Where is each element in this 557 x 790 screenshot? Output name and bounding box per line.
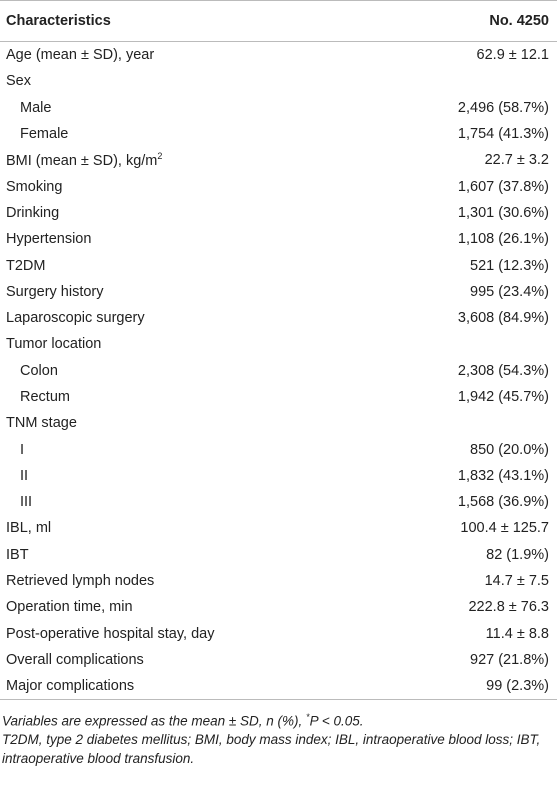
table: Characteristics No. 4250 Age (mean ± SD)… [0,0,557,701]
header-cell: No. 4250 [377,0,557,42]
table-row: Tumor location [0,331,557,357]
label-cell: Smoking [6,178,63,195]
label-cell: Retrieved lymph nodes [6,573,155,590]
footnote-text: T2DM, type 2 diabetes mellitus; BMI, bod… [2,732,541,766]
value-cell: 927 (21.8%) [470,651,549,668]
label-cell: IBT [6,546,29,563]
table-row: Laparoscopic surgery 3,608 (84.9%) [0,305,557,331]
table-row: IBT 82 (1.9%) [0,542,557,568]
table-row: Smoking 1,607 (37.8%) [0,173,557,199]
table-row: Colon 2,308 (54.3%) [0,358,557,384]
value-cell: 850 (20.0%) [470,441,549,458]
footnotes: Variables are expressed as the mean ± SD… [0,700,557,768]
value-cell [377,331,557,357]
value-cell: 995 (23.4%) [470,283,549,300]
table-row: Post-operative hospital stay, day 11.4 ± … [0,621,557,647]
label-cell: Operation time, min [6,599,133,616]
label-cell: Colon [20,362,58,379]
table-row: Male 2,496 (58.7%) [0,95,557,121]
value-cell: 1,832 (43.1%) [457,467,549,484]
value-cell [377,410,557,436]
label-cell: T2DM [6,257,46,274]
table-body: Age (mean ± SD), year 62.9 ± 12.1 Sex Male 2… [0,42,557,701]
header-row: Characteristics No. 4250 [0,0,557,42]
table-row: II 1,832 (43.1%) [0,463,557,489]
label-cell: Female [20,126,69,143]
footnote-line: T2DM, type 2 diabetes mellitus; BMI, bod… [2,731,555,768]
label-cell: Hypertension [6,231,92,248]
table-row: Female 1,754 (41.3%) [0,121,557,147]
label-cell: Male [20,99,52,116]
value-cell: 1,108 (26.1%) [457,231,549,248]
value-cell: 11.4 ± 8.8 [485,625,549,642]
label-cell: Drinking [6,204,60,221]
label-cell: III [20,494,33,511]
table-row: Retrieved lymph nodes 14.7 ± 7.5 [0,568,557,594]
table-row: Drinking 1,301 (30.6%) [0,200,557,226]
footnote-text: P < 0.05. [309,713,364,729]
footnote-sup: * [306,712,310,723]
label-cell: Surgery history [6,283,104,300]
table-row: BMI (mean ± SD), kg/m2 22.7 ± 3.2 [0,147,557,173]
label-cell: Post-operative hospital stay, day [6,625,215,642]
table-row: Age (mean ± SD), year 62.9 ± 12.1 [0,42,557,69]
value-cell: 62.9 ± 12.1 [476,47,549,64]
table-row: Rectum 1,942 (45.7%) [0,384,557,410]
value-cell: 2,496 (58.7%) [457,99,549,116]
table-row: Major complications 99 (2.3%) [0,673,557,701]
label-cell: TNM stage [6,415,77,432]
value-cell [377,68,557,94]
value-cell: 14.7 ± 7.5 [484,573,549,590]
table-row: I 850 (20.0%) [0,436,557,462]
label-cell: II [20,467,29,484]
label-cell: BMI (mean ± SD), kg/m2 [0,147,377,173]
value-cell: 222.8 ± 76.3 [468,599,549,616]
label-cell: Age (mean ± SD), year [6,47,155,64]
table-row: TNM stage [0,410,557,436]
header-cell: Characteristics [0,0,378,42]
value-cell: 99 (2.3%) [377,673,557,701]
value-cell: 1,942 (45.7%) [457,389,549,405]
value-cell: 82 (1.9%) [486,546,549,563]
value-cell: 3,608 (84.9%) [457,310,549,327]
table-row: Sex [0,68,557,94]
label-cell: Sex [6,73,31,90]
value-cell: 100.4 ± 125.7 [460,520,549,537]
value-cell: 2,308 (54.3%) [457,362,549,379]
footnote-line: Variables are expressed as the mean ± SD… [2,708,555,731]
footnote-text: Variables are expressed as the mean ± SD… [2,713,307,729]
label-cell: Major complications [0,673,378,701]
label-cell: Laparoscopic surgery [6,310,145,327]
table-row: Overall complications 927 (21.8%) [0,647,557,673]
label-sup: 2 [157,151,163,162]
table-row: Operation time, min 222.8 ± 76.3 [0,594,557,620]
table-row: T2DM 521 (12.3%) [0,252,557,278]
label-cell: IBL, ml [6,520,52,537]
table-row: Hypertension 1,108 (26.1%) [0,226,557,252]
label-cell: Overall complications [6,651,144,668]
label-cell: I [20,441,25,458]
value-cell: 1,301 (30.6%) [457,204,549,221]
value-cell: 521 (12.3%) [470,257,549,274]
table-row: Surgery history 995 (23.4%) [0,279,557,305]
value-cell: 1,754 (41.3%) [457,126,549,143]
value-cell: 1,607 (37.8%) [457,178,549,195]
label-cell: Tumor location [6,336,102,353]
value-cell: 22.7 ± 3.2 [484,152,549,169]
table-row: IBL, ml 100.4 ± 125.7 [0,515,557,541]
table-row: III 1,568 (36.9%) [0,489,557,515]
label-cell: Rectum [20,389,70,405]
value-cell: 1,568 (36.9%) [457,494,549,511]
label-text: BMI (mean ± SD), kg/m [6,153,158,170]
